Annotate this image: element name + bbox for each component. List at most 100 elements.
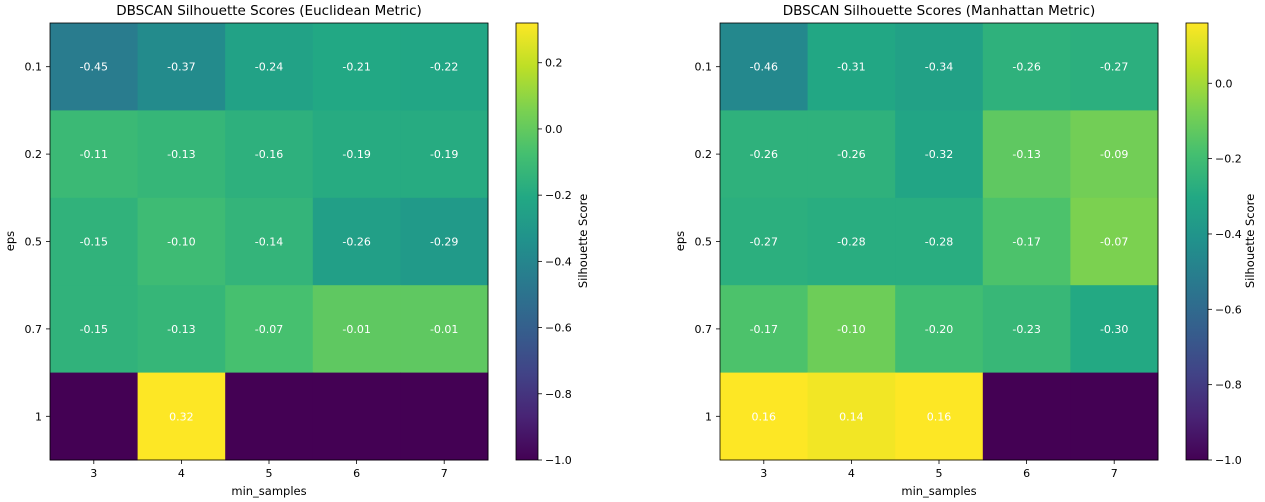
cell-value-label: 0.32	[169, 410, 194, 423]
chart-title: DBSCAN Silhouette Scores (Euclidean Metr…	[116, 3, 422, 19]
cell-value-label: -0.11	[80, 148, 108, 161]
y-tick-label: 0.5	[25, 236, 43, 249]
colorbar-label: Silhouette Score	[1243, 194, 1257, 288]
cell-value-label: 0.14	[839, 410, 864, 423]
cell-value-label: -0.15	[80, 323, 108, 336]
y-tick-label: 0.1	[25, 61, 43, 74]
colorbar-tick-label: −0.8	[545, 388, 572, 401]
x-tick-label: 6	[1023, 467, 1030, 480]
heatmap-cell	[895, 372, 984, 461]
y-tick-label: 1	[35, 410, 42, 423]
heatmap-cell	[312, 285, 401, 374]
heatmap-cell	[400, 197, 489, 286]
y-axis-label: eps	[3, 231, 17, 251]
cell-value-label: -0.13	[167, 148, 195, 161]
heatmap-cells	[720, 23, 1159, 461]
heatmap-cell	[895, 23, 984, 111]
y-tick-label: 0.1	[695, 61, 713, 74]
y-tick-label: 0.7	[695, 323, 713, 336]
cell-value-label: -0.15	[80, 236, 108, 249]
heatmap-cell	[137, 197, 226, 286]
cell-value-label: -0.10	[167, 236, 195, 249]
colorbar-tick-label: −1.0	[545, 454, 572, 467]
heatmap-cell	[720, 197, 809, 286]
cell-value-label: -0.13	[1012, 148, 1040, 161]
heatmap-cell	[400, 372, 489, 461]
cell-value-label: -0.28	[925, 236, 953, 249]
heatmap-cell	[50, 23, 139, 111]
heatmap-cell-labels: -0.46 -0.31 -0.34 -0.26 -0.27 -0.26 -0.26 -0.32…	[750, 61, 1129, 424]
heatmap-cell	[982, 110, 1071, 199]
colorbar-tick-label: −0.2	[545, 189, 572, 202]
x-tick-label: 7	[441, 467, 448, 480]
colorbar-tick-label: −0.2	[1215, 153, 1242, 166]
colorbar-tick-label: 0.2	[545, 57, 563, 70]
heatmap-cell	[982, 197, 1071, 286]
cell-value-label: -0.37	[167, 61, 195, 74]
heatmap-cell	[1070, 23, 1159, 111]
colorbar-label: Silhouette Score	[576, 194, 590, 288]
heatmap-cell	[895, 197, 984, 286]
heatmap-cell	[807, 23, 896, 111]
cell-value-label: -0.19	[342, 148, 370, 161]
heatmap-cell	[807, 110, 896, 199]
heatmap-cells	[50, 23, 489, 461]
cell-value-label: -0.10	[837, 323, 865, 336]
cell-value-label: -0.29	[430, 236, 458, 249]
colorbar-tick-label: 0.0	[545, 123, 563, 136]
cell-value-label: 0.16	[927, 410, 952, 423]
cell-value-label: -0.07	[255, 323, 283, 336]
colorbar-tick-label: −0.4	[545, 255, 572, 268]
heatmap-cell	[225, 285, 314, 374]
cell-value-label: -0.13	[167, 323, 195, 336]
cell-value-label: -0.14	[255, 236, 283, 249]
x-axis-label: min_samples	[901, 484, 976, 498]
cell-value-label: -0.19	[430, 148, 458, 161]
y-axis-ticks: 0.1 0.2 0.5 0.7 1	[25, 61, 50, 423]
chart-title: DBSCAN Silhouette Scores (Manhattan Metr…	[783, 3, 1096, 19]
heatmap-cell	[1070, 197, 1159, 286]
heatmap-cell	[807, 197, 896, 286]
cell-value-label: -0.26	[342, 236, 370, 249]
colorbar-tick-label: −0.6	[1215, 303, 1242, 316]
cell-value-label: -0.26	[750, 148, 778, 161]
heatmap-cell	[807, 372, 896, 461]
heatmap-cell	[895, 285, 984, 374]
colorbar-ticks: −1.0 −0.8 −0.6 −0.4 −0.2 0.0	[1208, 77, 1242, 467]
heatmap-cell	[807, 285, 896, 374]
cell-value-label: -0.09	[1100, 148, 1128, 161]
colorbar-tick-label: 0.0	[1215, 77, 1233, 90]
heatmap-cell	[50, 372, 139, 461]
heatmap-cell	[400, 23, 489, 111]
colorbar-tick-label: −0.8	[1215, 379, 1242, 392]
colorbar-gradient	[1185, 22, 1209, 461]
y-tick-label: 0.7	[25, 323, 43, 336]
cell-value-label: -0.01	[342, 323, 370, 336]
x-tick-label: 5	[936, 467, 943, 480]
heatmap-cell-labels: -0.45 -0.37 -0.24 -0.21 -0.22 -0.11 -0.13 -0.16…	[80, 61, 459, 424]
heatmap-cell	[50, 285, 139, 374]
cell-value-label: -0.46	[750, 61, 778, 74]
heatmap-cell	[137, 285, 226, 374]
x-tick-label: 5	[266, 467, 273, 480]
heatmap-cell	[312, 110, 401, 199]
heatmap-cell	[225, 110, 314, 199]
colorbar: −1.0 −0.8 −0.6 −0.4 −0.2 0.0 Silhouette Score	[1185, 22, 1257, 467]
cell-value-label: -0.21	[342, 61, 370, 74]
cell-value-label: -0.01	[430, 323, 458, 336]
heatmap-cell	[1070, 372, 1159, 461]
cell-value-label: -0.07	[1100, 236, 1128, 249]
colorbar-ticks: −1.0 −0.8 −0.6 −0.4 −0.2 0.0 0.2	[538, 57, 572, 467]
cell-value-label: -0.27	[750, 236, 778, 249]
cell-value-label: 0.16	[752, 410, 777, 423]
cell-value-label: -0.45	[80, 61, 108, 74]
cell-value-label: -0.27	[1100, 61, 1128, 74]
cell-value-label: -0.26	[837, 148, 865, 161]
cell-value-label: -0.32	[925, 148, 953, 161]
heatmap-cell	[982, 23, 1071, 111]
y-tick-label: 0.2	[25, 148, 43, 161]
x-tick-label: 4	[178, 467, 185, 480]
heatmap-cell	[720, 110, 809, 199]
cell-value-label: -0.22	[430, 61, 458, 74]
